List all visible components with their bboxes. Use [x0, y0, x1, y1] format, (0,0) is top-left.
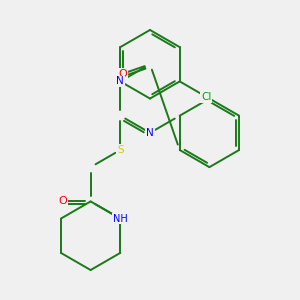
Text: N: N [146, 128, 154, 138]
Text: N: N [116, 76, 124, 86]
Text: Cl: Cl [201, 92, 212, 102]
Text: O: O [118, 69, 127, 79]
Text: NH: NH [113, 214, 128, 224]
Text: S: S [117, 145, 124, 155]
Text: O: O [58, 196, 67, 206]
